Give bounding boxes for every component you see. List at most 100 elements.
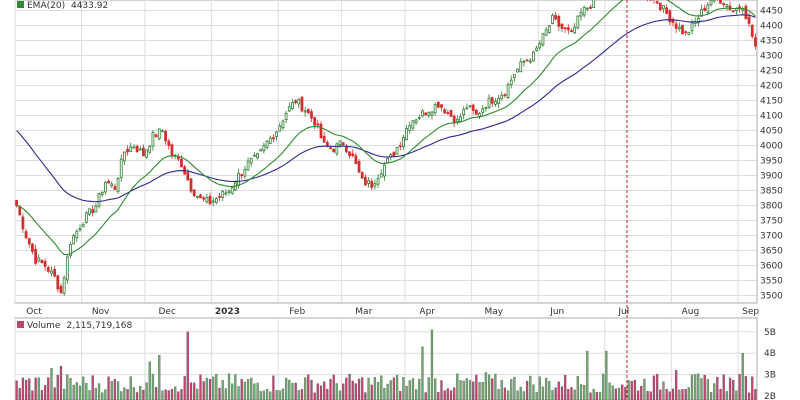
candle-body — [560, 23, 564, 29]
candle-body — [84, 212, 88, 223]
candle-body — [408, 125, 412, 131]
candle-body — [53, 269, 57, 277]
candle-body — [566, 27, 570, 31]
volume-bar — [199, 374, 202, 400]
volume-bar — [633, 379, 637, 400]
volume-bar — [548, 381, 551, 400]
candle-body — [395, 147, 399, 155]
volume-bar — [104, 389, 107, 400]
month-label: Aug — [682, 307, 700, 317]
month-label: Apr — [419, 307, 435, 317]
volume-bar — [560, 386, 564, 400]
candle-body — [706, 4, 710, 13]
volume-bar — [69, 377, 72, 400]
volume-bar — [205, 377, 208, 400]
volume-bar — [221, 380, 224, 400]
candle-body — [306, 108, 310, 114]
volume-bar — [215, 373, 218, 400]
volume-bar — [494, 373, 497, 400]
volume-bar — [313, 392, 316, 400]
candle-body — [478, 113, 481, 117]
candle-body — [180, 158, 183, 168]
candle-body — [579, 11, 583, 17]
volume-bar — [411, 378, 415, 400]
candle-body — [240, 174, 244, 177]
volume-bar — [453, 387, 456, 400]
candle-body — [192, 189, 196, 196]
candle-body — [360, 171, 364, 179]
candle-body — [338, 140, 342, 146]
volume-tick-label: 5B — [764, 328, 776, 338]
volume-bar — [148, 361, 151, 400]
volume-bar — [304, 377, 307, 400]
volume-bar — [224, 388, 228, 400]
volume-bar — [183, 376, 186, 400]
volume-bar — [173, 386, 177, 400]
price-grid — [14, 0, 758, 304]
candle-body — [585, 7, 589, 10]
candle-body — [719, 0, 722, 4]
volume-bar — [522, 391, 526, 400]
volume-bar — [414, 389, 418, 400]
volume-legend-label: Volume 2,115,719,168 — [27, 321, 132, 331]
volume-bar — [497, 388, 500, 400]
candle-body — [411, 120, 415, 129]
volume-bar — [716, 376, 719, 400]
volume-bar — [700, 378, 703, 400]
price-tick-label: 4250 — [760, 67, 783, 77]
volume-bar — [262, 390, 266, 400]
volume-bar — [751, 376, 754, 400]
month-label: Mar — [355, 307, 372, 317]
volume-bar — [516, 390, 519, 400]
volume-bar — [373, 377, 377, 400]
volume-bar — [202, 381, 205, 400]
volume-bar — [56, 375, 59, 400]
volume-tick-label: 2B — [764, 392, 776, 400]
candle-body — [582, 7, 586, 16]
candle-body — [535, 47, 539, 51]
candle-body — [687, 31, 691, 35]
volume-bar — [196, 388, 199, 400]
candle-body — [414, 119, 418, 124]
candle-body — [221, 191, 225, 198]
volume-tick-label: 4B — [764, 349, 776, 359]
candle-body — [405, 128, 408, 141]
volume-bar — [189, 382, 193, 400]
volume-bar — [158, 355, 161, 400]
volume-bar — [427, 377, 430, 400]
volume-bar — [392, 377, 396, 400]
volume-bar — [744, 376, 748, 400]
candle-body — [658, 2, 662, 11]
volume-bar — [738, 373, 741, 400]
month-label: Jul — [617, 307, 629, 317]
volume-bar — [468, 380, 472, 400]
volume-bar — [655, 373, 659, 400]
volume-bar — [747, 392, 751, 400]
candle-body — [379, 173, 383, 178]
volume-bar — [665, 389, 668, 400]
volume-bar — [697, 373, 700, 400]
candle-body — [576, 15, 580, 29]
candle-body — [373, 183, 377, 187]
price-tick-label: 3750 — [760, 217, 783, 227]
candle-body — [544, 29, 548, 36]
volume-bar — [713, 383, 716, 400]
candle-body — [69, 244, 72, 257]
candle-body — [364, 177, 367, 186]
candle-body — [138, 148, 142, 151]
candle-body — [81, 224, 85, 228]
candle-body — [370, 180, 374, 188]
volume-bar — [446, 388, 449, 400]
volume-bar — [589, 392, 592, 400]
volume-bar — [595, 391, 599, 400]
volume-bar — [627, 380, 630, 400]
candle-body — [157, 128, 161, 140]
volume-bar — [608, 382, 611, 400]
candle-body — [554, 15, 558, 20]
candle-body — [43, 261, 47, 267]
candle-body — [208, 195, 212, 205]
candle-body — [503, 94, 507, 97]
candle-body — [278, 125, 282, 132]
volume-bar — [348, 373, 351, 400]
volume-bar — [386, 383, 389, 400]
